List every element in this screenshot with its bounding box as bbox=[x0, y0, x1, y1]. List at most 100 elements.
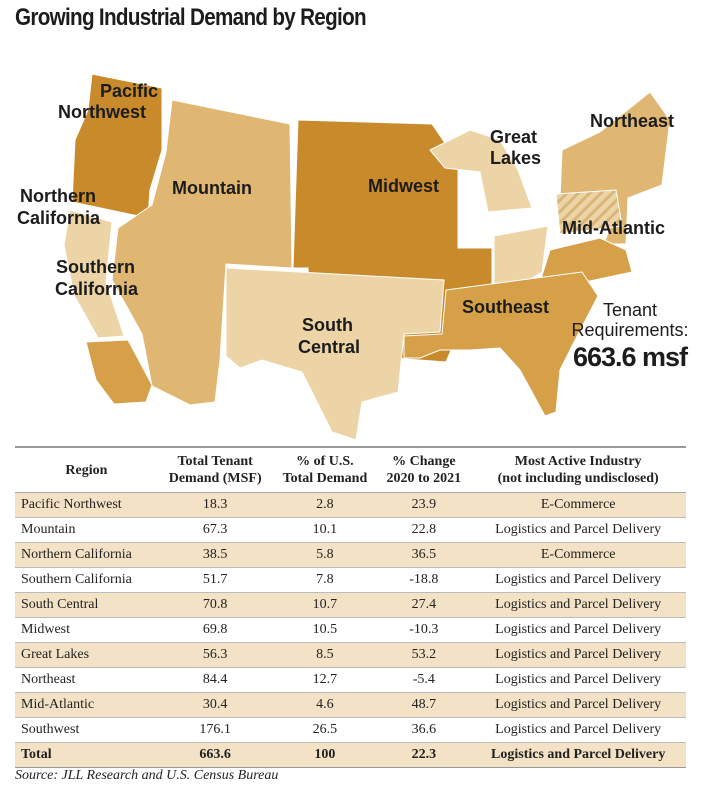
table-cell: 663.6 bbox=[157, 742, 273, 768]
label-northern-california-2: California bbox=[17, 208, 101, 228]
table-cell: 5.8 bbox=[272, 542, 378, 568]
column-header-line: % Change bbox=[392, 454, 456, 469]
table-cell: 10.1 bbox=[272, 517, 378, 543]
table-cell: 70.8 bbox=[157, 592, 273, 618]
table-cell: 18.3 bbox=[157, 492, 273, 518]
table-cell: -18.8 bbox=[377, 567, 471, 593]
table-cell: E-Commerce bbox=[470, 492, 686, 518]
label-southern-california-1: Southern bbox=[56, 257, 135, 277]
table-cell: 53.2 bbox=[377, 642, 471, 668]
table-cell: 26.5 bbox=[272, 717, 378, 743]
column-header-line: Region bbox=[65, 462, 108, 478]
column-header-line: Most Active Industry bbox=[514, 454, 642, 469]
column-header: % of U.S. Total Demand bbox=[272, 446, 378, 493]
label-pacific-northwest-2: Northwest bbox=[58, 102, 146, 122]
table-cell: 4.6 bbox=[272, 692, 378, 718]
table-cell: -10.3 bbox=[377, 617, 471, 643]
column-header-line: % of U.S. bbox=[296, 454, 354, 469]
us-region-map: Pacific Northwest Northern California So… bbox=[17, 73, 674, 440]
table-cell: Northeast bbox=[15, 667, 158, 693]
label-northeast: Northeast bbox=[590, 111, 674, 131]
table-cell: Pacific Northwest bbox=[15, 492, 158, 518]
table-cell: 23.9 bbox=[377, 492, 471, 518]
label-southern-california-2: California bbox=[55, 279, 139, 299]
table-cell: Logistics and Parcel Delivery bbox=[470, 567, 686, 593]
table-cell: Southern California bbox=[15, 567, 158, 593]
table-cell: E-Commerce bbox=[470, 542, 686, 568]
column-header-line: Demand (MSF) bbox=[168, 471, 262, 486]
table-cell: 27.4 bbox=[377, 592, 471, 618]
table-cell: Logistics and Parcel Delivery bbox=[470, 717, 686, 743]
label-south-central-1: South bbox=[302, 315, 353, 335]
column-header-line: (not including undisclosed) bbox=[497, 471, 659, 486]
table-cell: 48.7 bbox=[377, 692, 471, 718]
tenant-value: 663.6 msf bbox=[572, 342, 688, 372]
label-southeast: Southeast bbox=[462, 297, 549, 317]
table-cell: 8.5 bbox=[272, 642, 378, 668]
table-cell: 2.8 bbox=[272, 492, 378, 518]
table-row: Mountain 67.3 10.1 22.8 Logistics and Parcel… bbox=[15, 517, 686, 543]
table-cell: Total bbox=[15, 742, 158, 768]
table-row: Midwest 69.8 10.5 -10.3 Logistics and Parcel… bbox=[15, 617, 686, 643]
table-cell: 56.3 bbox=[157, 642, 273, 668]
table-cell: 51.7 bbox=[157, 567, 273, 593]
table-cell: Mid-Atlantic bbox=[15, 692, 158, 718]
column-header-line: 2020 to 2021 bbox=[386, 471, 462, 486]
table-cell: 30.4 bbox=[157, 692, 273, 718]
table-cell: 12.7 bbox=[272, 667, 378, 693]
tenant-label-2: Requirements: bbox=[571, 320, 689, 340]
table-row: Northeast 84.4 12.7 -5.4 Logistics and Parce… bbox=[15, 667, 686, 693]
table-cell: Midwest bbox=[15, 617, 158, 643]
table-cell: Logistics and Parcel Delivery bbox=[470, 592, 686, 618]
label-northern-california-1: Northern bbox=[20, 186, 96, 206]
table-cell: Logistics and Parcel Delivery bbox=[470, 667, 686, 693]
page-title: Growing Industrial Demand by Region bbox=[15, 4, 367, 31]
table-cell: Logistics and Parcel Delivery bbox=[470, 617, 686, 643]
tenant-requirements: Tenant Requirements: 663.6 msf bbox=[570, 300, 690, 373]
table-cell: 22.3 bbox=[377, 742, 471, 768]
table-cell: 100 bbox=[272, 742, 378, 768]
source-note: Source: JLL Research and U.S. Census Bur… bbox=[15, 768, 279, 783]
table-cell: Mountain bbox=[15, 517, 158, 543]
region-mountain bbox=[111, 99, 293, 406]
column-header-line: Total Tenant bbox=[177, 454, 253, 469]
table-cell: 7.8 bbox=[272, 567, 378, 593]
table-row: Great Lakes 56.3 8.5 53.2 Logistics and Parc… bbox=[15, 642, 686, 668]
table-cell: 69.8 bbox=[157, 617, 273, 643]
label-mid-atlantic: Mid-Atlantic bbox=[562, 218, 665, 238]
label-pacific-northwest-1: Pacific bbox=[100, 81, 158, 101]
label-mountain: Mountain bbox=[172, 178, 252, 198]
table-cell: Logistics and Parcel Delivery bbox=[470, 742, 686, 768]
table-row: Mid-Atlantic 30.4 4.6 48.7 Logistics and Par… bbox=[15, 692, 686, 718]
region-pennsylvania-hatched bbox=[555, 189, 623, 235]
table-cell: Southwest bbox=[15, 717, 158, 743]
column-header: % Change 2020 to 2021 bbox=[377, 446, 471, 493]
table-cell: Logistics and Parcel Delivery bbox=[470, 692, 686, 718]
table-cell: 38.5 bbox=[157, 542, 273, 568]
table-row: South Central 70.8 10.7 27.4 Logistics and P… bbox=[15, 592, 686, 618]
region-southeast bbox=[403, 271, 599, 417]
table-cell: South Central bbox=[15, 592, 158, 618]
label-great-lakes-2: Lakes bbox=[490, 148, 541, 168]
table-cell: 10.7 bbox=[272, 592, 378, 618]
table-cell: 67.3 bbox=[157, 517, 273, 543]
table-cell: 84.4 bbox=[157, 667, 273, 693]
table-cell: 36.6 bbox=[377, 717, 471, 743]
column-header: Total Tenant Demand (MSF) bbox=[157, 446, 273, 493]
table-cell: Great Lakes bbox=[15, 642, 158, 668]
table-cell: Logistics and Parcel Delivery bbox=[470, 642, 686, 668]
table-cell: 22.8 bbox=[377, 517, 471, 543]
table-row: Southwest 176.1 26.5 36.6 Logistics and Parc… bbox=[15, 717, 686, 743]
table-row: Southern California 51.7 7.8 -18.8 Logistics… bbox=[15, 567, 686, 593]
column-header: Region bbox=[15, 446, 158, 493]
label-midwest: Midwest bbox=[368, 176, 439, 196]
table-cell: 36.5 bbox=[377, 542, 471, 568]
table-cell: Northern California bbox=[15, 542, 158, 568]
region-northern-california bbox=[63, 209, 125, 339]
region-great-lakes-mi bbox=[429, 129, 533, 213]
table-cell: -5.4 bbox=[377, 667, 471, 693]
column-header: Most Active Industry (not including undis… bbox=[470, 446, 686, 493]
label-south-central-2: Central bbox=[298, 337, 360, 357]
region-south-central bbox=[225, 267, 445, 440]
tenant-label-1: Tenant bbox=[602, 300, 658, 320]
